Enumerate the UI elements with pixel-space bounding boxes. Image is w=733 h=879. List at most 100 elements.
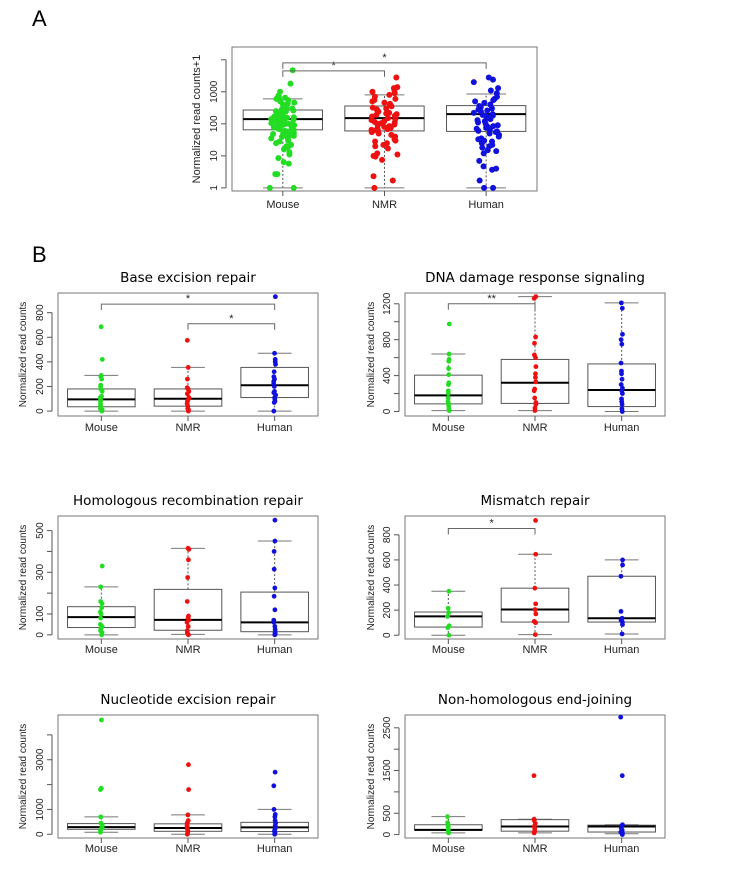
y-tick-label: 600 [35, 329, 46, 346]
data-point [446, 380, 452, 386]
significance-bracket: * [100, 293, 276, 311]
data-point [532, 405, 538, 411]
data-point [185, 818, 191, 824]
boxplot-human [240, 769, 309, 837]
boxplot-nmr [500, 517, 570, 638]
data-point [493, 148, 500, 155]
y-tick-label: 400 [382, 367, 393, 384]
significance-bracket: * [447, 518, 536, 535]
y-tick-label: 1000 [35, 798, 46, 821]
data-point [272, 389, 277, 394]
data-point [272, 294, 278, 300]
data-point [370, 173, 377, 180]
data-point [532, 607, 538, 612]
significance-bracket: * [187, 313, 276, 330]
chart-title: DNA damage response signaling [425, 270, 645, 286]
boxplot-mouse [67, 717, 136, 835]
data-point [287, 80, 294, 87]
data-point [489, 111, 496, 118]
chart-title: Nucleotide excision repair [100, 692, 276, 708]
data-point [286, 149, 293, 156]
x-tick-label: Mouse [85, 843, 118, 855]
data-point [393, 74, 400, 81]
data-point [271, 807, 277, 812]
data-point [97, 622, 103, 627]
data-point [619, 396, 624, 402]
data-point [272, 350, 277, 356]
data-point [271, 549, 277, 554]
significance-label: * [229, 313, 234, 325]
boxplot-nmr [153, 762, 223, 837]
significance-label: * [382, 52, 387, 64]
y-tick-label: 3000 [35, 748, 46, 771]
data-point [184, 385, 190, 391]
boxplot-human [446, 74, 527, 191]
bracket-line [282, 62, 487, 69]
data-point [533, 400, 539, 405]
data-point [618, 714, 624, 720]
data-point [476, 102, 483, 109]
data-point [290, 184, 297, 191]
panel-a-label: A [32, 6, 47, 31]
data-point [446, 357, 452, 362]
iqr-box [446, 105, 527, 132]
y-tick-label: 800 [35, 304, 46, 321]
data-point [271, 408, 277, 414]
data-point [493, 90, 500, 97]
data-point [446, 372, 452, 378]
y-tick-label: 1 [209, 185, 220, 191]
data-point [481, 184, 488, 191]
data-point [620, 562, 625, 568]
data-point [484, 107, 491, 114]
data-point [394, 151, 401, 158]
y-axis-label: Normalized read counts [18, 724, 29, 830]
data-point [276, 138, 283, 145]
data-point [445, 820, 450, 826]
data-point [494, 128, 501, 135]
y-tick-label: 500 [382, 804, 393, 821]
significance-label: * [332, 60, 337, 72]
data-point [533, 601, 539, 607]
data-point [490, 123, 497, 130]
boxplot-mouse [67, 324, 136, 414]
data-point [533, 374, 538, 380]
data-point [285, 160, 292, 167]
bracket-line [447, 528, 536, 535]
data-point [374, 150, 381, 157]
data-point [472, 98, 479, 105]
chart-title: Homologous recombination repair [73, 493, 303, 509]
data-point [271, 593, 277, 599]
data-point [184, 599, 190, 604]
data-point [381, 99, 388, 106]
x-tick-label: Human [257, 843, 292, 855]
data-point [479, 144, 486, 151]
data-point [618, 382, 624, 387]
data-point [618, 573, 624, 579]
data-point [379, 156, 386, 163]
boxplot-mouse [242, 67, 323, 191]
data-point [532, 386, 538, 392]
data-point [272, 517, 278, 523]
significance-label: * [186, 293, 191, 305]
data-point [532, 340, 537, 346]
boxplot-nmr [153, 545, 223, 638]
data-point [281, 127, 288, 134]
data-point [485, 74, 492, 81]
data-point [618, 300, 624, 306]
data-point [446, 632, 452, 638]
data-point [446, 588, 452, 594]
data-point [99, 717, 104, 723]
data-point [446, 610, 452, 616]
data-point [272, 811, 278, 817]
data-point [186, 613, 191, 619]
data-point [98, 615, 103, 621]
data-point [385, 115, 392, 122]
data-point [531, 816, 537, 822]
y-tick-label: 10 [209, 150, 220, 162]
data-point [445, 814, 450, 820]
boxplot-nmr [153, 337, 223, 414]
data-point [369, 88, 376, 95]
data-point [473, 125, 480, 132]
boxplot-nmr [500, 773, 570, 836]
